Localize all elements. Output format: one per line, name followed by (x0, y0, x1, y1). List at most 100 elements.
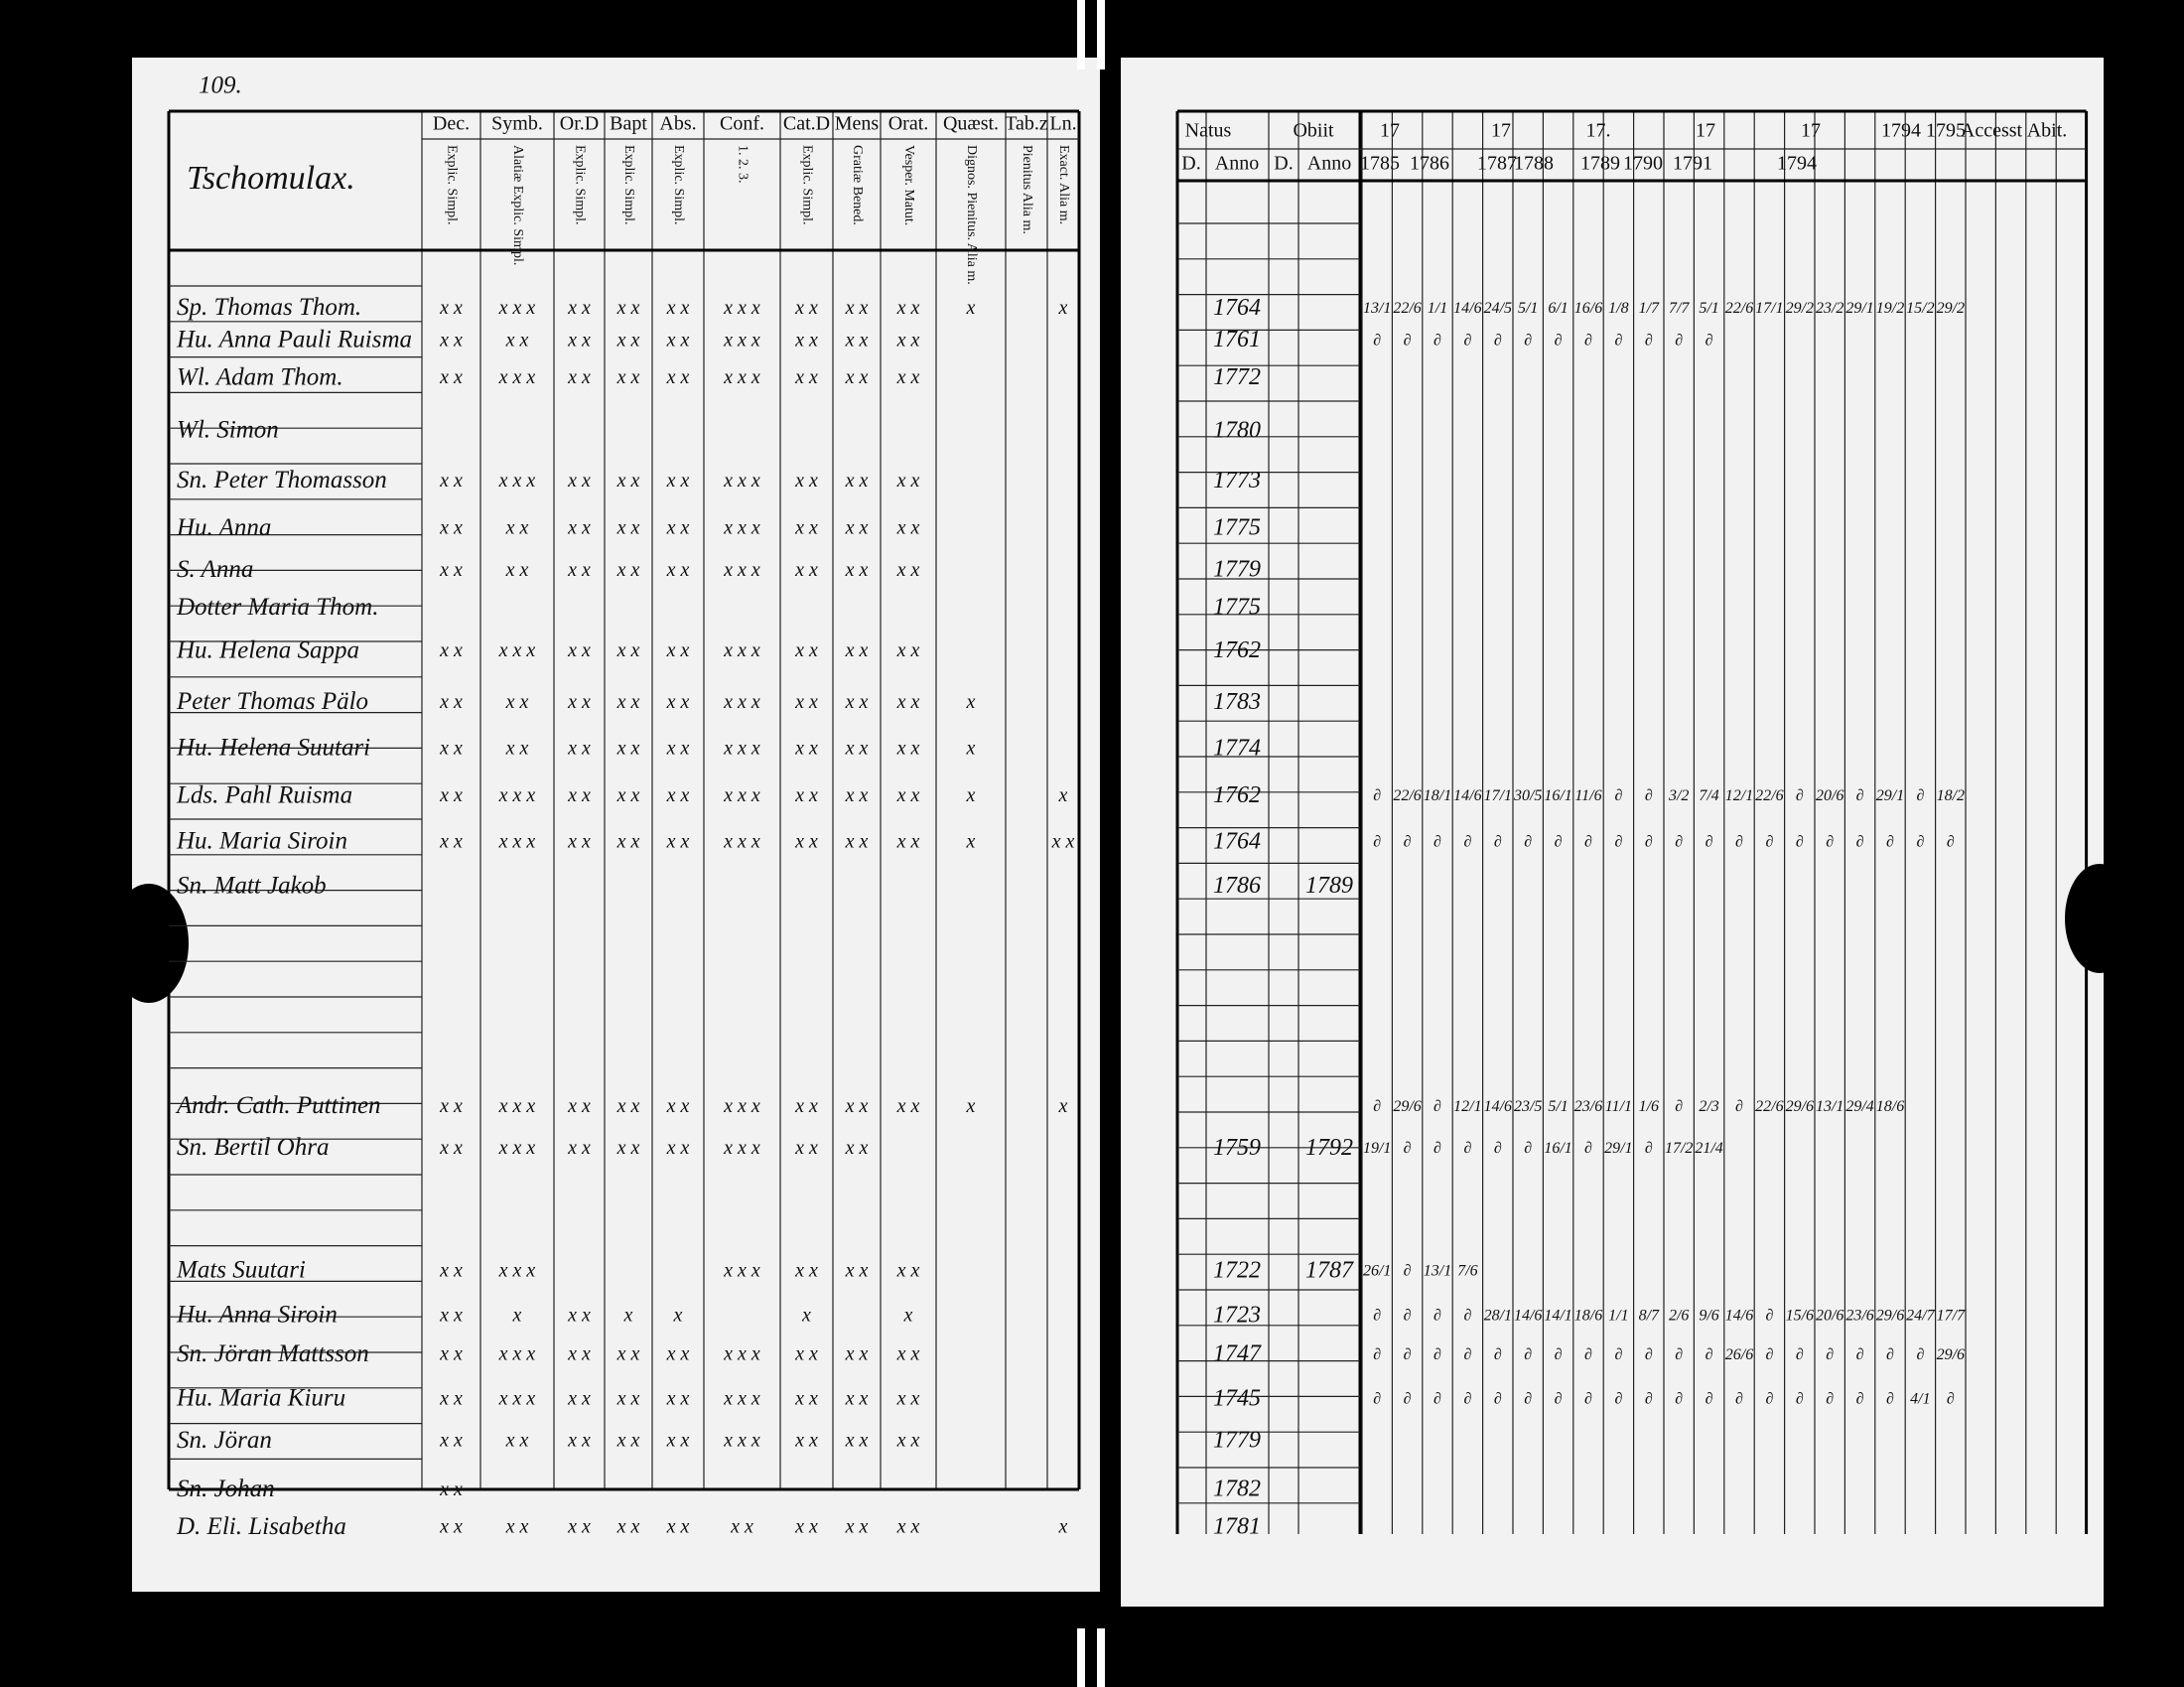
communion-entry: 1/1 (1428, 300, 1447, 317)
column-subheader: D. (1274, 153, 1293, 175)
exam-mark: x x x (723, 517, 760, 539)
exam-mark: x x (794, 1430, 818, 1452)
communion-entry: ∂ (1826, 1346, 1834, 1363)
exam-mark: x x (666, 1343, 690, 1365)
exam-mark: x x (439, 1516, 463, 1538)
communion-entry: ∂ (1735, 1391, 1743, 1408)
exam-mark: x x (505, 1430, 529, 1452)
communion-entry: ∂ (1916, 787, 1924, 804)
column-subheader: Anno (1307, 153, 1351, 175)
exam-mark: x x (505, 737, 529, 759)
column-header: 1795 (1926, 120, 1966, 142)
communion-entry: ∂ (1584, 833, 1592, 850)
communion-entry: 5/1 (1518, 300, 1538, 317)
exam-mark: x x (616, 517, 640, 539)
column-subheader: Exact. Alia m. (1056, 145, 1071, 224)
exam-mark: x x (567, 737, 591, 759)
exam-mark: x x (896, 559, 920, 581)
communion-entry: ∂ (1555, 833, 1563, 850)
person-name: Lds. Pahl Ruisma (176, 781, 352, 808)
exam-mark: x (512, 1304, 522, 1326)
communion-entry: ∂ (1765, 1391, 1773, 1408)
communion-entry: ∂ (1796, 1346, 1804, 1363)
communion-entry: 2/6 (1669, 1308, 1689, 1325)
birth-year: 1745 (1213, 1386, 1261, 1412)
communion-entry: 14/6 (1725, 1308, 1753, 1325)
person-name: Hu. Helena Suutari (176, 735, 370, 762)
birth-year: 1786 (1213, 873, 1261, 899)
exam-mark: x x x (723, 1388, 760, 1410)
communion-entry: ∂ (1916, 833, 1924, 850)
birth-year: 1762 (1213, 782, 1261, 808)
exam-mark: x x (616, 1516, 640, 1538)
exam-mark: x x (567, 691, 591, 713)
exam-mark: x x (845, 366, 869, 388)
communion-entry: 17/2 (1665, 1140, 1693, 1157)
exam-mark: x x (666, 559, 690, 581)
communion-entry: 18/6 (1574, 1308, 1602, 1325)
communion-entry: 12/1 (1725, 787, 1753, 804)
communion-entry: ∂ (1463, 1391, 1471, 1408)
column-subheader: 1786 (1410, 153, 1449, 175)
communion-entry: ∂ (1584, 1346, 1592, 1363)
communion-entry: 29/1 (1604, 1140, 1632, 1157)
communion-entry: ∂ (1765, 1308, 1773, 1325)
communion-entry: ∂ (1555, 332, 1563, 349)
communion-entry: 22/6 (1393, 300, 1421, 317)
exam-mark: x x (845, 470, 869, 492)
exam-mark: x x (845, 639, 869, 661)
column-header: 17 (1801, 120, 1821, 142)
spine-mark (1097, 1628, 1105, 1687)
communion-entry: ∂ (1373, 787, 1381, 804)
column-header: 17. (1586, 120, 1611, 142)
communion-entry: 16/1 (1544, 1140, 1571, 1157)
exam-mark: x x (666, 470, 690, 492)
exam-mark: x x (845, 1343, 869, 1365)
exam-mark: x x x (723, 1095, 760, 1117)
person-name: Sn. Johan (177, 1476, 275, 1502)
communion-entry: 11/6 (1574, 787, 1601, 804)
communion-entry: 26/6 (1725, 1346, 1753, 1363)
exam-mark: x x (616, 639, 640, 661)
exam-mark: x x x (498, 1388, 536, 1410)
communion-entry: 22/6 (1725, 300, 1753, 317)
communion-entry: ∂ (1614, 1346, 1622, 1363)
spine-mark (1097, 0, 1105, 70)
communion-entry: 29/2 (1786, 300, 1814, 317)
communion-entry: ∂ (1584, 332, 1592, 349)
exam-mark: x x (439, 1304, 463, 1326)
exam-mark: x x (794, 366, 818, 388)
communion-entry: ∂ (1675, 1098, 1683, 1115)
birth-year: 1759 (1213, 1135, 1261, 1161)
exam-mark: x x (439, 297, 463, 319)
exam-mark: x x x (723, 470, 760, 492)
exam-mark: x x (616, 297, 640, 319)
communion-entry: 13/1 (1363, 300, 1391, 317)
exam-mark: x x (567, 366, 591, 388)
exam-mark: x x x (498, 1137, 536, 1159)
communion-entry: 15/6 (1786, 1308, 1814, 1325)
communion-entry: ∂ (1433, 1391, 1441, 1408)
communion-entry: 15/2 (1906, 300, 1934, 317)
exam-mark: x x (666, 297, 690, 319)
exam-mark: x x (616, 470, 640, 492)
column-subheader: Explic. Simpl. (671, 145, 686, 225)
communion-entry: 16/6 (1574, 300, 1602, 317)
communion-entry: 22/6 (1393, 787, 1421, 804)
communion-entry: 1/7 (1639, 300, 1660, 317)
birth-year: 1782 (1213, 1476, 1261, 1502)
communion-entry: 1/8 (1608, 300, 1628, 317)
communion-entry: ∂ (1706, 833, 1713, 850)
exam-mark: x x x (498, 470, 536, 492)
exam-mark: x x x (723, 691, 760, 713)
exam-mark: x x (567, 1388, 591, 1410)
exam-mark: x x (845, 559, 869, 581)
left-page (132, 58, 1100, 1592)
exam-mark: x x (616, 1095, 640, 1117)
birth-year: 1762 (1213, 637, 1261, 663)
exam-mark: x x (666, 1388, 690, 1410)
communion-entry: 13/1 (1424, 1263, 1451, 1280)
exam-mark: x x (896, 639, 920, 661)
